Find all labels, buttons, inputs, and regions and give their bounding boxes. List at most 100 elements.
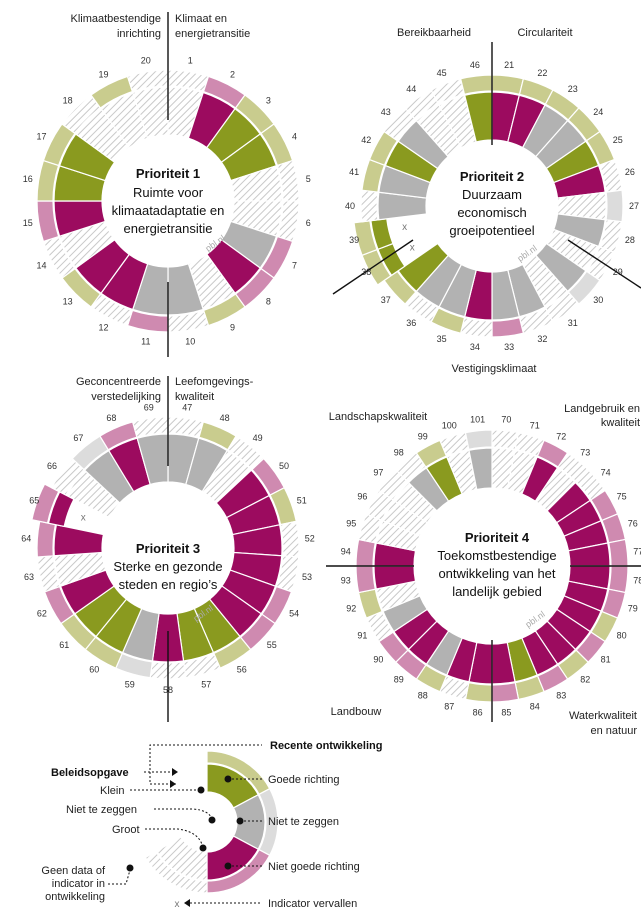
chart-1-tick-label-16: 16 xyxy=(23,174,33,184)
chart-2-tick-label-30: 30 xyxy=(593,295,603,305)
chart-2-sector-label-accessibility: Bereikbaarheid xyxy=(397,27,471,39)
chart-4-tick-label-82: 82 xyxy=(580,675,590,685)
chart-2-dropped-mark-39: x xyxy=(402,222,407,233)
chart-1-tick-label-8: 8 xyxy=(266,296,271,306)
chart-4-trend-segment-78 xyxy=(608,565,629,594)
chart-2-trend-segment-27 xyxy=(605,189,624,223)
chart-2-tick-label-41: 41 xyxy=(349,167,359,177)
chart-1-tick-label-10: 10 xyxy=(185,336,195,346)
chart-2-tick-label-23: 23 xyxy=(568,84,578,94)
chart-3-center xyxy=(103,483,233,613)
chart-3-task-segment-69 xyxy=(136,433,169,486)
chart-3-trend-segment-64 xyxy=(36,520,57,558)
legend-dropped-x: x xyxy=(175,899,180,909)
chart-3-tick-label-48: 48 xyxy=(220,413,230,423)
chart-2-center xyxy=(427,141,557,271)
chart-3-tick-label-61: 61 xyxy=(59,640,69,650)
chart-2-tick-label-45: 45 xyxy=(437,68,447,78)
chart-4-trend-segment-94 xyxy=(355,538,376,567)
chart-2-tick-label-42: 42 xyxy=(361,135,371,145)
legend-no-data-leader xyxy=(108,869,131,885)
chart-4-tick-label-95: 95 xyxy=(346,518,356,528)
chart-4-subtitle-line2: ontwikkeling van het xyxy=(438,566,555,581)
chart-1-tick-label-18: 18 xyxy=(63,96,73,106)
chart-4-tick-label-79: 79 xyxy=(628,604,638,614)
chart-4-center xyxy=(415,489,569,643)
chart-1-sector-label-left-line2: inrichting xyxy=(117,28,161,40)
legend: Recente ontwikkeling Beleidsopgave Klein… xyxy=(41,740,382,909)
chart-3-tick-label-59: 59 xyxy=(125,680,135,690)
chart-2-dropped-mark-38: x xyxy=(410,242,415,253)
chart-4-tick-label-97: 97 xyxy=(373,468,383,478)
chart-priority-2: 212223242526272829303132333435363738x39x… xyxy=(332,27,641,375)
chart-4-tick-label-74: 74 xyxy=(601,468,611,478)
chart-3-trend-segment-52 xyxy=(279,520,300,558)
chart-2-tick-label-35: 35 xyxy=(437,334,447,344)
chart-4-trend-segment-85 xyxy=(491,682,520,703)
chart-2-trend-segment-33 xyxy=(491,316,525,338)
chart-4-tick-label-99: 99 xyxy=(418,431,428,441)
chart-1-tick-label-2: 2 xyxy=(230,70,235,80)
legend-large-dot xyxy=(199,844,207,852)
chart-2-tick-label-37: 37 xyxy=(381,295,391,305)
chart-2-tick-label-26: 26 xyxy=(625,167,635,177)
chart-1-tick-label-3: 3 xyxy=(266,96,271,106)
chart-1-tick-label-1: 1 xyxy=(188,56,193,66)
chart-1-tick-label-13: 13 xyxy=(63,296,73,306)
chart-2-divider-left xyxy=(332,239,414,295)
chart-1-tick-label-5: 5 xyxy=(306,174,311,184)
chart-2-tick-label-25: 25 xyxy=(613,135,623,145)
chart-2-tick-label-21: 21 xyxy=(504,60,514,70)
chart-3-tick-label-51: 51 xyxy=(297,495,307,505)
chart-3-tick-label-65: 65 xyxy=(29,495,39,505)
chart-4-tick-label-81: 81 xyxy=(601,654,611,664)
chart-1-title: Prioriteit 1 xyxy=(136,166,200,181)
chart-2-trend-segment-21 xyxy=(491,74,525,96)
chart-4-tick-label-87: 87 xyxy=(444,702,454,712)
chart-2-sector-label-business-climate: Vestigingsklimaat xyxy=(452,363,537,375)
chart-1-sector-label-left-line1: Klimaatbestendige xyxy=(70,13,161,25)
chart-2-trend-segment-34 xyxy=(459,316,493,338)
chart-2-sector-label-circularity: Circulariteit xyxy=(517,27,572,39)
chart-4-tick-label-92: 92 xyxy=(346,604,356,614)
chart-4-tick-label-78: 78 xyxy=(633,575,641,585)
chart-2-tick-label-32: 32 xyxy=(537,334,547,344)
chart-4-subtitle-line1: Toekomstbestendige xyxy=(437,548,556,563)
chart-1-center xyxy=(103,136,233,266)
chart-3-tick-label-68: 68 xyxy=(106,413,116,423)
legend-dropped-arrow xyxy=(184,899,190,907)
legend-bad-dot xyxy=(224,862,232,870)
chart-4-sector-label-agriculture: Landbouw xyxy=(331,706,382,718)
chart-2-tick-label-39: 39 xyxy=(349,235,359,245)
chart-3-task-segment-64 xyxy=(53,524,105,557)
chart-1-subtitle-line2: klimaatadaptatie en xyxy=(112,203,225,218)
chart-4-task-segment-101 xyxy=(468,447,493,491)
chart-2-tick-label-22: 22 xyxy=(537,68,547,78)
chart-3-sector-label-left-line2: verstedelijking xyxy=(91,391,161,403)
legend-recent-leader xyxy=(149,744,262,785)
chart-2-tick-label-40: 40 xyxy=(345,201,355,211)
chart-4-tick-label-77: 77 xyxy=(633,547,641,557)
chart-2-tick-label-44: 44 xyxy=(406,84,416,94)
chart-3-segments xyxy=(31,416,300,680)
chart-1-tick-label-17: 17 xyxy=(36,132,46,142)
chart-1-tick-label-6: 6 xyxy=(306,218,311,228)
legend-task-arrow xyxy=(172,768,178,776)
chart-4-trend-segment-70 xyxy=(491,429,520,450)
chart-3-sector-label-left-line1: Geconcentreerde xyxy=(76,376,161,388)
chart-4-tick-label-70: 70 xyxy=(501,415,511,425)
chart-4-trend-segment-86 xyxy=(464,682,493,703)
chart-4-tick-label-72: 72 xyxy=(556,431,566,441)
chart-3-tick-label-55: 55 xyxy=(267,640,277,650)
chart-3-tick-label-60: 60 xyxy=(89,664,99,674)
legend-task-label: Beleidsopgave xyxy=(51,767,129,779)
chart-4-tick-label-80: 80 xyxy=(617,630,627,640)
chart-3-subtitle-line1: Sterke en gezonde xyxy=(113,559,222,574)
chart-2-tick-label-24: 24 xyxy=(593,107,603,117)
chart-4-tick-label-89: 89 xyxy=(394,675,404,685)
chart-3-tick-label-52: 52 xyxy=(305,533,315,543)
chart-4-tick-label-76: 76 xyxy=(628,518,638,528)
chart-1-tick-label-15: 15 xyxy=(23,218,33,228)
legend-small-label: Klein xyxy=(100,785,124,797)
